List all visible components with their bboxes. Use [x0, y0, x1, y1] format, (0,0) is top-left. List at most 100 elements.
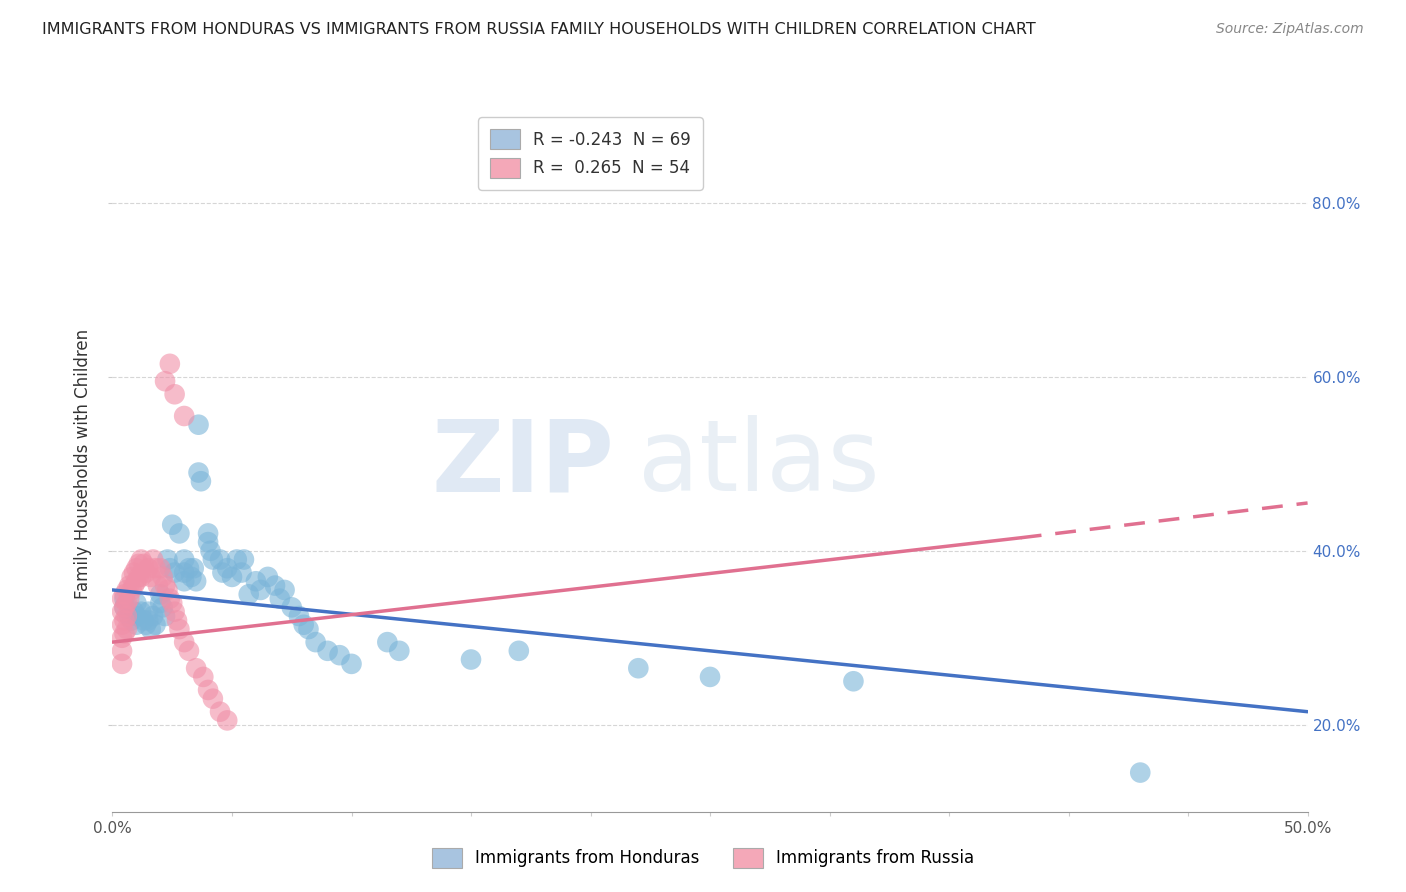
Point — [186, 661, 208, 675]
Point — [121, 614, 143, 628]
Point — [273, 582, 295, 597]
Point — [156, 552, 179, 566]
Point — [125, 617, 148, 632]
Point — [201, 552, 224, 566]
Point — [139, 622, 162, 636]
Point — [169, 526, 191, 541]
Point — [121, 570, 143, 584]
Point — [132, 614, 155, 628]
Point — [159, 357, 181, 371]
Point — [304, 635, 326, 649]
Point — [297, 622, 319, 636]
Point — [238, 587, 260, 601]
Legend: R = -0.243  N = 69, R =  0.265  N = 54: R = -0.243 N = 69, R = 0.265 N = 54 — [478, 118, 703, 190]
Point — [316, 644, 339, 658]
Point — [128, 570, 150, 584]
Point — [162, 596, 183, 610]
Point — [173, 552, 195, 566]
Point — [125, 596, 148, 610]
Point — [201, 691, 224, 706]
Point — [177, 644, 200, 658]
Point — [138, 605, 160, 619]
Point — [129, 605, 152, 619]
Point — [177, 561, 200, 575]
Point — [153, 374, 176, 388]
Point — [142, 552, 165, 566]
Point — [173, 409, 195, 423]
Point — [139, 570, 162, 584]
Point — [699, 670, 721, 684]
Text: Source: ZipAtlas.com: Source: ZipAtlas.com — [1216, 22, 1364, 37]
Point — [149, 596, 172, 610]
Point — [115, 582, 138, 597]
Point — [129, 552, 152, 566]
Point — [135, 566, 157, 580]
Point — [114, 614, 135, 628]
Point — [114, 600, 135, 615]
Point — [118, 579, 141, 593]
Point — [122, 566, 145, 580]
Point — [842, 674, 865, 689]
Text: atlas: atlas — [638, 416, 880, 512]
Point — [231, 566, 253, 580]
Point — [122, 605, 145, 619]
Point — [187, 417, 209, 432]
Point — [460, 652, 482, 666]
Text: ZIP: ZIP — [432, 416, 614, 512]
Point — [142, 609, 165, 624]
Point — [508, 644, 530, 658]
Point — [135, 617, 157, 632]
Point — [111, 591, 134, 606]
Point — [145, 617, 167, 632]
Point — [149, 561, 172, 575]
Point — [115, 609, 138, 624]
Point — [281, 600, 304, 615]
Point — [200, 543, 222, 558]
Point — [125, 561, 148, 575]
Point — [121, 582, 143, 597]
Point — [269, 591, 291, 606]
Point — [183, 561, 205, 575]
Point — [180, 570, 202, 584]
Point — [166, 614, 188, 628]
Point — [190, 475, 212, 489]
Point — [163, 387, 186, 401]
Point — [145, 561, 167, 575]
Point — [211, 566, 233, 580]
Point — [128, 557, 150, 571]
Point — [111, 644, 134, 658]
Point — [217, 714, 239, 728]
Point — [193, 670, 215, 684]
Point — [173, 635, 195, 649]
Point — [129, 570, 152, 584]
Point — [186, 574, 208, 589]
Point — [132, 557, 155, 571]
Point — [221, 570, 243, 584]
Point — [173, 566, 195, 580]
Point — [1129, 765, 1152, 780]
Point — [149, 587, 172, 601]
Point — [340, 657, 363, 671]
Point — [125, 574, 148, 589]
Point — [118, 591, 141, 606]
Point — [187, 466, 209, 480]
Point — [153, 579, 176, 593]
Point — [197, 526, 219, 541]
Point — [152, 600, 174, 615]
Y-axis label: Family Households with Children: Family Households with Children — [75, 329, 93, 599]
Point — [115, 622, 138, 636]
Point — [208, 552, 231, 566]
Point — [114, 587, 135, 601]
Point — [156, 582, 179, 597]
Point — [163, 605, 186, 619]
Point — [111, 605, 134, 619]
Point — [627, 661, 650, 675]
Point — [264, 579, 287, 593]
Point — [138, 561, 160, 575]
Point — [163, 566, 186, 580]
Point — [225, 552, 247, 566]
Text: IMMIGRANTS FROM HONDURAS VS IMMIGRANTS FROM RUSSIA FAMILY HOUSEHOLDS WITH CHILDR: IMMIGRANTS FROM HONDURAS VS IMMIGRANTS F… — [42, 22, 1036, 37]
Point — [115, 596, 138, 610]
Point — [257, 570, 280, 584]
Point — [169, 622, 191, 636]
